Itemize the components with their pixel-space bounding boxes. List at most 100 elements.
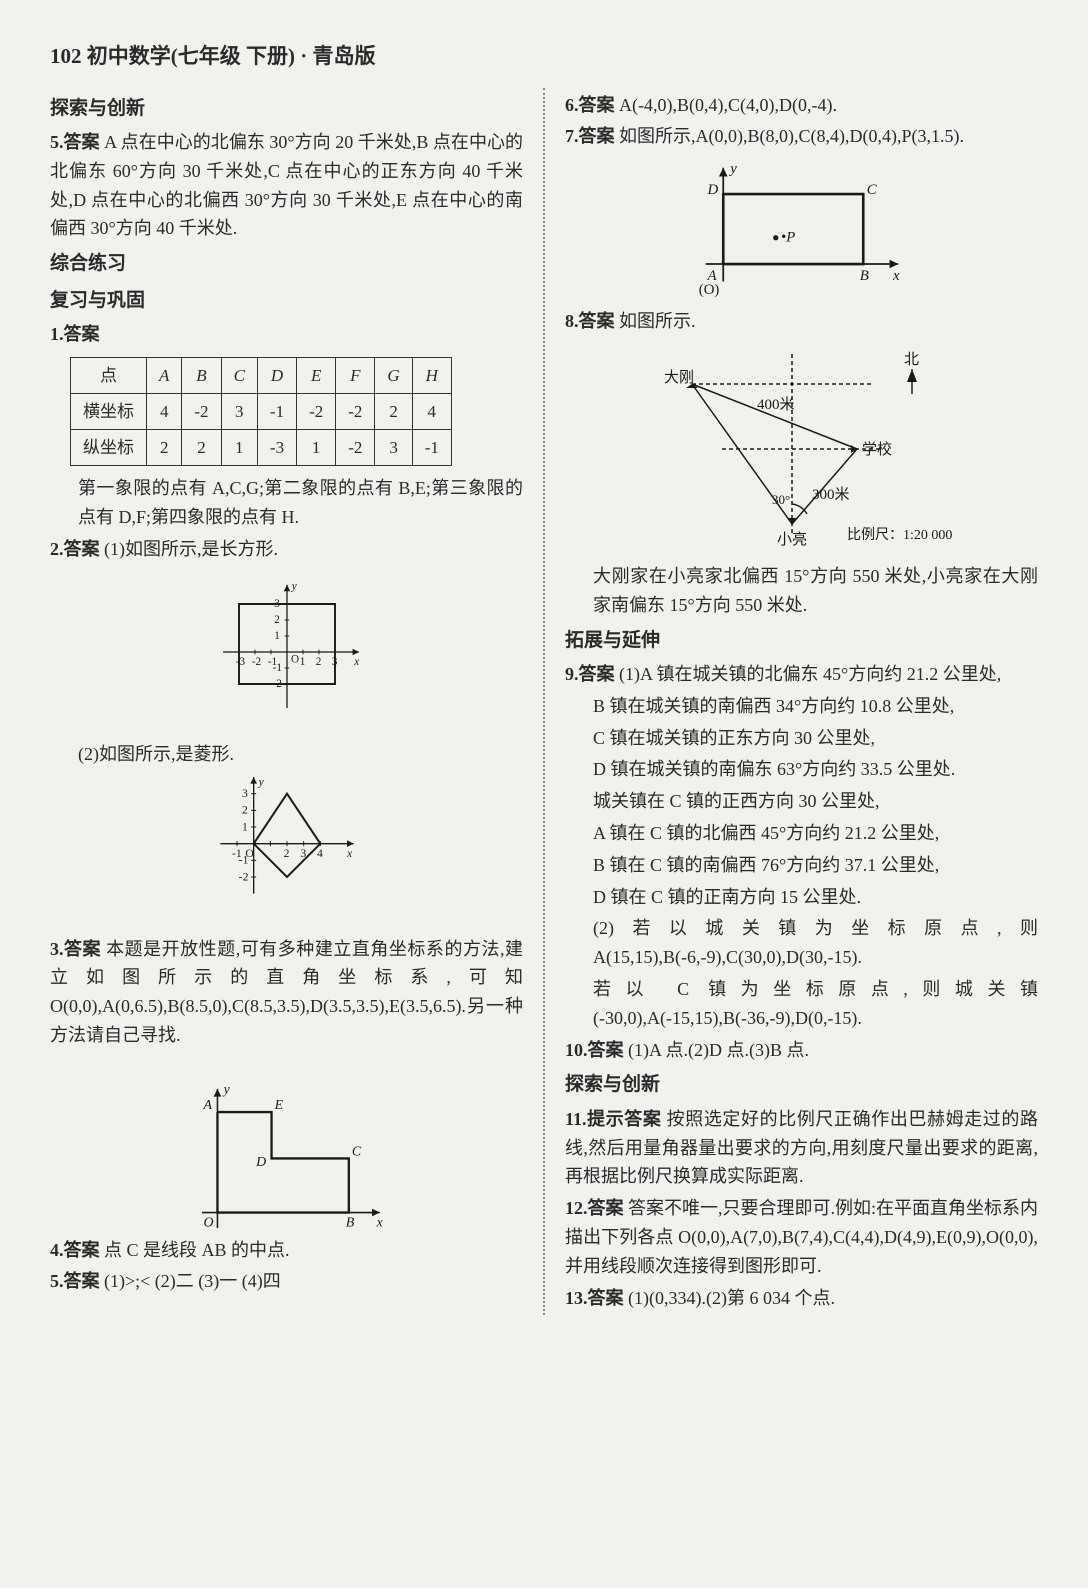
label-400m: 400米 (757, 396, 795, 413)
row-label: 纵坐标 (71, 430, 147, 466)
svg-text:B: B (859, 268, 868, 284)
table-row: 横坐标 4 -2 3 -1 -2 -2 2 4 (71, 393, 452, 429)
q9-l3: D 镇在城关镇的南偏东 63°方向约 33.5 公里处. (565, 755, 1038, 784)
svg-text:D: D (255, 1155, 266, 1170)
table-row: 纵坐标 2 2 1 -3 1 -2 3 -1 (71, 430, 452, 466)
q6-label: 6.答案 (565, 95, 615, 115)
q12-text: 答案不唯一,只要合理即可.例如:在平面直角坐标系内描出下列各点 O(0,0),A… (565, 1198, 1038, 1276)
q6-text: A(-4,0),B(0,4),C(4,0),D(0,-4). (619, 95, 837, 115)
figure-8: 大刚 学校 小亮 北 400米 300米 30° 比例尺：1:20 000 (565, 344, 1038, 554)
q5: 5.答案 A 点在中心的北偏东 30°方向 20 千米处,B 点在中心的北偏东 … (50, 128, 523, 243)
row-label: 横坐标 (71, 393, 147, 429)
q9-l7: D 镇在 C 镇的正南方向 15 公里处. (565, 883, 1038, 912)
svg-text:D: D (706, 182, 718, 198)
th: H (412, 357, 451, 393)
svg-text:x: x (892, 268, 900, 284)
q9-l4: 城关镇在 C 镇的正西方向 30 公里处, (565, 787, 1038, 816)
th: G (375, 357, 412, 393)
q2-label: 2.答案 (50, 539, 100, 559)
cell: 3 (221, 393, 257, 429)
q8-label: 8.答案 (565, 311, 615, 331)
cell: 4 (147, 393, 182, 429)
q2: 2.答案 (1)如图所示,是长方形. (50, 535, 523, 564)
q10: 10.答案 (1)A 点.(2)D 点.(3)B 点. (565, 1036, 1038, 1065)
figure-7: A(O) BCD •P xy (565, 159, 1038, 299)
svg-text:2: 2 (315, 656, 321, 668)
q4-text: 点 C 是线段 AB 的中点. (104, 1240, 290, 1260)
svg-text:-3: -3 (235, 656, 245, 668)
q5b-text: (1)>;< (2)二 (3)一 (4)四 (104, 1271, 281, 1291)
figure-2a: -3-2-1 123 Oxy 123 -1-2 (50, 572, 523, 732)
q13: 13.答案 (1)(0,334).(2)第 6 034 个点. (565, 1284, 1038, 1313)
cell: 4 (412, 393, 451, 429)
svg-text:B: B (345, 1215, 354, 1228)
q7: 7.答案 如图所示,A(0,0),B(8,0),C(8,4),D(0,4),P(… (565, 122, 1038, 151)
svg-text:-2: -2 (238, 870, 248, 883)
coord-table: 点 A B C D E F G H 横坐标 4 -2 3 -1 -2 -2 2 … (70, 357, 452, 467)
th: C (221, 357, 257, 393)
svg-text:x: x (346, 847, 353, 860)
svg-text:1: 1 (242, 820, 248, 833)
q4-label: 4.答案 (50, 1240, 100, 1260)
svg-text:3: 3 (300, 847, 306, 860)
right-column: 6.答案 A(-4,0),B(0,4),C(4,0),D(0,-4). 7.答案… (565, 88, 1038, 1316)
figure-3: AE DC OB xy (50, 1058, 523, 1228)
q8-after: 大刚家在小亮家北偏西 15°方向 550 米处,小亮家在大刚家南偏东 15°方向… (565, 562, 1038, 620)
q2-1: (1)如图所示,是长方形. (104, 539, 278, 559)
svg-text:A: A (202, 1098, 212, 1113)
cell: -1 (257, 393, 296, 429)
q12-label: 12.答案 (565, 1198, 624, 1218)
svg-text:C: C (351, 1144, 361, 1159)
cell: -2 (297, 393, 336, 429)
q3-label: 3.答案 (50, 939, 101, 959)
svg-text:2: 2 (274, 614, 280, 626)
q5b: 5.答案 (1)>;< (2)二 (3)一 (4)四 (50, 1267, 523, 1296)
svg-text:-1: -1 (238, 853, 248, 866)
svg-text:1: 1 (274, 630, 280, 642)
table-header-row: 点 A B C D E F G H (71, 357, 452, 393)
q5-text: A 点在中心的北偏东 30°方向 20 千米处,B 点在中心的北偏东 60°方向… (50, 132, 523, 238)
cell: -2 (336, 430, 375, 466)
svg-text:3: 3 (331, 656, 337, 668)
svg-text:•P: •P (781, 229, 795, 245)
q9-l1: B 镇在城关镇的南偏西 34°方向约 10.8 公里处, (565, 692, 1038, 721)
q1-after: 第一象限的点有 A,C,G;第二象限的点有 B,E;第三象限的点有 D,F;第四… (50, 474, 523, 532)
cell: -3 (257, 430, 296, 466)
svg-text:y: y (728, 161, 737, 177)
q9-label: 9.答案 (565, 664, 615, 684)
svg-text:-2: -2 (272, 678, 281, 690)
cell: 2 (182, 430, 221, 466)
svg-text:2: 2 (283, 847, 289, 860)
cell: 1 (221, 430, 257, 466)
svg-text:x: x (353, 656, 359, 668)
q5b-label: 5.答案 (50, 1271, 100, 1291)
svg-text:y: y (290, 580, 296, 592)
q9-l5: A 镇在 C 镇的北偏西 45°方向约 21.2 公里处, (565, 819, 1038, 848)
q1-label: 1.答案 (50, 324, 100, 344)
q9: 9.答案 (1)A 镇在城关镇的北偏东 45°方向约 21.2 公里处, (565, 660, 1038, 689)
th: B (182, 357, 221, 393)
label-angle: 30° (772, 492, 790, 507)
q6: 6.答案 A(-4,0),B(0,4),C(4,0),D(0,-4). (565, 91, 1038, 120)
svg-text:3: 3 (274, 598, 280, 610)
cell: -2 (182, 393, 221, 429)
q1: 1.答案 (50, 320, 523, 349)
svg-text:1: 1 (299, 656, 305, 668)
svg-text:2: 2 (242, 803, 248, 816)
svg-text:(O): (O) (698, 282, 719, 298)
svg-text:y: y (257, 777, 264, 788)
th: D (257, 357, 296, 393)
q13-text: (1)(0,334).(2)第 6 034 个点. (628, 1288, 835, 1308)
svg-text:4: 4 (317, 847, 323, 860)
q3-text: 本题是开放性题,可有多种建立直角坐标系的方法,建立如图所示的直角坐标系,可知 O… (50, 939, 523, 1045)
label-300m: 300米 (812, 486, 850, 503)
section-explore2: 探索与创新 (565, 1070, 1038, 1100)
page-header: 102 初中数学(七年级 下册) · 青岛版 (50, 40, 1038, 78)
q13-label: 13.答案 (565, 1288, 624, 1308)
cell: -2 (336, 393, 375, 429)
section-extend: 拓展与延伸 (565, 626, 1038, 656)
left-column: 探索与创新 5.答案 A 点在中心的北偏东 30°方向 20 千米处,B 点在中… (50, 88, 523, 1316)
svg-text:3: 3 (242, 787, 248, 800)
q8-text: 如图所示. (619, 311, 696, 331)
svg-text:-1: -1 (272, 662, 281, 674)
